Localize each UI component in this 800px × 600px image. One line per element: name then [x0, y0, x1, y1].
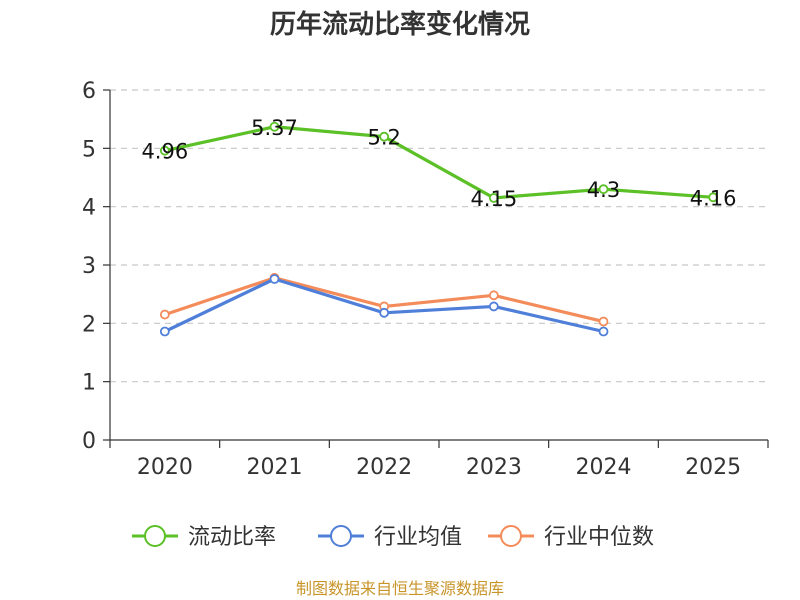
data-label: 5.37 [251, 116, 298, 140]
legend-item[interactable]: 行业均值 [318, 525, 462, 550]
data-point [598, 326, 609, 337]
x-tick-label: 2022 [356, 455, 412, 480]
x-tick-label: 2020 [137, 455, 193, 480]
y-tick-label: 5 [82, 137, 96, 162]
x-tick-label: 2021 [247, 455, 303, 480]
data-point [269, 274, 280, 284]
data-label: 4.96 [141, 140, 188, 164]
data-label: 4.16 [690, 186, 737, 210]
x-tick-label: 2024 [576, 455, 632, 480]
y-tick-label: 6 [82, 79, 96, 104]
legend-item[interactable]: 行业中位数 [488, 525, 654, 550]
data-point [598, 184, 609, 195]
data-label: 4.3 [587, 178, 620, 202]
data-point [379, 131, 390, 142]
y-tick-label: 0 [82, 429, 96, 454]
data-labels: 4.96 5.37 5.2 4.15 4.3 4.16 [141, 116, 736, 211]
y-tick-label: 4 [82, 196, 96, 221]
data-point [159, 326, 170, 337]
y-tick-label: 3 [82, 254, 96, 279]
legend-label: 行业中位数 [544, 525, 654, 550]
data-point [708, 192, 719, 203]
data-point [159, 309, 170, 320]
data-point [488, 290, 499, 301]
series-group [159, 121, 719, 337]
data-label: 5.2 [367, 126, 400, 150]
axes: 0 1 2 3 4 5 6 2020 2021 2022 2023 2024 2025 [82, 79, 769, 480]
legend-marker [500, 525, 522, 547]
data-point [488, 301, 499, 312]
source-note: 制图数据来自恒生聚源数据库 [296, 579, 504, 598]
legend[interactable]: 流动比率 行业均值 行业中位数 [132, 525, 654, 550]
grid-lines [110, 89, 768, 383]
data-point [488, 193, 499, 203]
legend-label: 行业均值 [374, 525, 462, 550]
series-line [164, 125, 714, 200]
data-label: 4.15 [470, 187, 517, 211]
legend-marker [144, 525, 166, 547]
y-tick-label: 1 [82, 371, 96, 396]
data-point [159, 145, 170, 156]
chart-title: 历年流动比率变化情况 [270, 9, 530, 40]
legend-item[interactable]: 流动比率 [132, 525, 276, 550]
data-point [379, 307, 390, 318]
legend-label: 流动比率 [188, 525, 276, 550]
legend-marker [330, 525, 352, 547]
data-point [269, 121, 280, 132]
x-tick-label: 2023 [466, 455, 522, 480]
y-tick-label: 2 [82, 312, 96, 337]
data-point [598, 316, 609, 327]
x-tick-label: 2025 [685, 455, 741, 480]
